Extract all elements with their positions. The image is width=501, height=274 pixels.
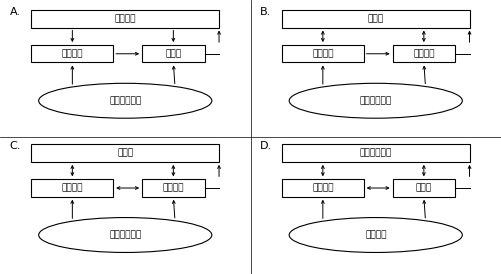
Text: B.: B. [261, 7, 272, 17]
Text: 监理单位: 监理单位 [365, 230, 386, 239]
Text: 项目管理方法: 项目管理方法 [109, 230, 141, 239]
Bar [282, 144, 469, 162]
Text: 承建单位: 承建单位 [62, 49, 83, 58]
Text: 项目管理方法: 项目管理方法 [109, 96, 141, 105]
Bar [393, 179, 455, 197]
Text: A.: A. [10, 7, 21, 17]
Bar [32, 144, 219, 162]
Text: 承建单位: 承建单位 [62, 184, 83, 193]
Text: 项目管理方法: 项目管理方法 [360, 96, 392, 105]
Ellipse shape [39, 218, 212, 252]
Text: 主建方: 主建方 [368, 14, 384, 23]
Text: 监理单位: 监理单位 [312, 49, 334, 58]
Ellipse shape [289, 218, 462, 252]
Text: 监理单位: 监理单位 [115, 14, 136, 23]
Bar [32, 45, 113, 62]
Text: 主建方: 主建方 [117, 149, 133, 158]
Ellipse shape [39, 83, 212, 118]
Text: 主建方: 主建方 [416, 184, 432, 193]
Bar [282, 45, 364, 62]
Text: 承建单位: 承建单位 [413, 49, 434, 58]
Text: D.: D. [261, 141, 273, 151]
Bar [142, 179, 204, 197]
Bar [282, 179, 364, 197]
Bar [393, 45, 455, 62]
Text: 承建单位: 承建单位 [312, 184, 334, 193]
Bar [142, 45, 204, 62]
Ellipse shape [289, 83, 462, 118]
Text: 项目管理方法: 项目管理方法 [360, 149, 392, 158]
Bar [282, 10, 469, 28]
Text: 监理单位: 监理单位 [163, 184, 184, 193]
Text: 主建方: 主建方 [165, 49, 181, 58]
Bar [32, 10, 219, 28]
Bar [32, 179, 113, 197]
Text: C.: C. [10, 141, 21, 151]
